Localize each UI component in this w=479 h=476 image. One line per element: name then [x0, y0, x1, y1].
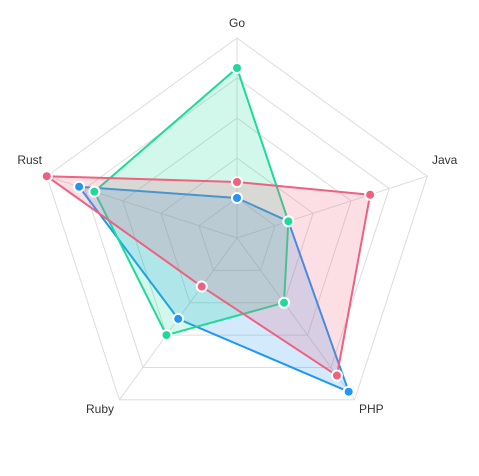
- series-areas: [45, 67, 372, 393]
- series-1-point-go[interactable]: [231, 192, 243, 204]
- series-2-point-ruby[interactable]: [160, 329, 173, 342]
- series-1-area: [78, 185, 350, 393]
- grid-ring-4: [84, 77, 390, 368]
- series-points: [40, 62, 377, 398]
- series-2-point-java[interactable]: [282, 215, 295, 228]
- axis-label-rust: Rust: [17, 153, 42, 167]
- axis-labels: Go Java PHP Ruby Rust: [17, 16, 457, 416]
- grid-ring-3: [122, 117, 352, 336]
- series-3-point-go[interactable]: [231, 176, 243, 188]
- series-3-area: [45, 175, 372, 377]
- axis-label-go: Go: [229, 16, 245, 30]
- series-1-point-rust[interactable]: [73, 180, 86, 193]
- series-3-point-java[interactable]: [364, 188, 377, 201]
- series-2-point-rust[interactable]: [88, 185, 101, 198]
- series-3-point-rust[interactable]: [40, 170, 53, 183]
- series-1-point-ruby[interactable]: [172, 312, 185, 325]
- series-3-point-ruby[interactable]: [195, 280, 208, 293]
- grid-ring-1: [198, 197, 276, 271]
- axis-label-ruby: Ruby: [86, 402, 114, 416]
- spoke-java: [236, 175, 428, 239]
- series-2-area: [93, 67, 290, 337]
- series-2-point-go[interactable]: [231, 62, 243, 74]
- series-3-point-php[interactable]: [330, 369, 343, 382]
- grid-ring-5: [46, 37, 428, 401]
- radar-grid: [46, 37, 428, 401]
- series-2-point-php[interactable]: [278, 296, 291, 309]
- series-1-point-php[interactable]: [342, 385, 355, 398]
- axis-label-java: Java: [432, 153, 458, 167]
- grid-ring-2: [160, 157, 314, 304]
- axis-label-php: PHP: [359, 402, 384, 416]
